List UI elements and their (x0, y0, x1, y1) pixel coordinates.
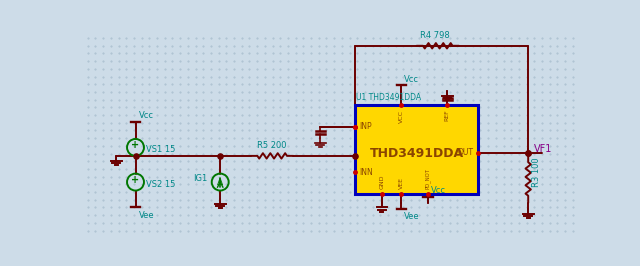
Text: PD_NOT: PD_NOT (425, 168, 431, 189)
Text: Δ: Δ (217, 178, 223, 187)
Text: Vcc: Vcc (139, 111, 154, 120)
Text: U1 THD3491DDA: U1 THD3491DDA (356, 93, 422, 102)
Text: INP: INP (360, 122, 372, 131)
Text: R4 798: R4 798 (420, 31, 450, 40)
Text: REF: REF (445, 110, 450, 122)
Text: Vcc: Vcc (404, 74, 419, 84)
Text: OUT: OUT (458, 148, 474, 157)
Text: +: + (131, 175, 140, 185)
Text: R3 100: R3 100 (532, 157, 541, 187)
Text: Vee: Vee (404, 212, 420, 221)
Text: +: + (131, 140, 140, 150)
Text: VF1: VF1 (534, 144, 553, 154)
Text: VEE: VEE (399, 177, 404, 189)
Text: VS2 15: VS2 15 (147, 180, 175, 189)
Text: Vee: Vee (139, 211, 154, 219)
Text: Vcc: Vcc (431, 186, 446, 195)
Text: GND: GND (380, 174, 385, 189)
Text: INN: INN (360, 168, 373, 177)
Text: IG1: IG1 (193, 174, 207, 183)
Bar (355, 105, 478, 194)
Text: THD3491DDA: THD3491DDA (369, 147, 463, 160)
Text: VCC: VCC (399, 110, 404, 123)
Text: VS1 15: VS1 15 (147, 145, 175, 154)
Text: R5 200: R5 200 (257, 141, 287, 150)
